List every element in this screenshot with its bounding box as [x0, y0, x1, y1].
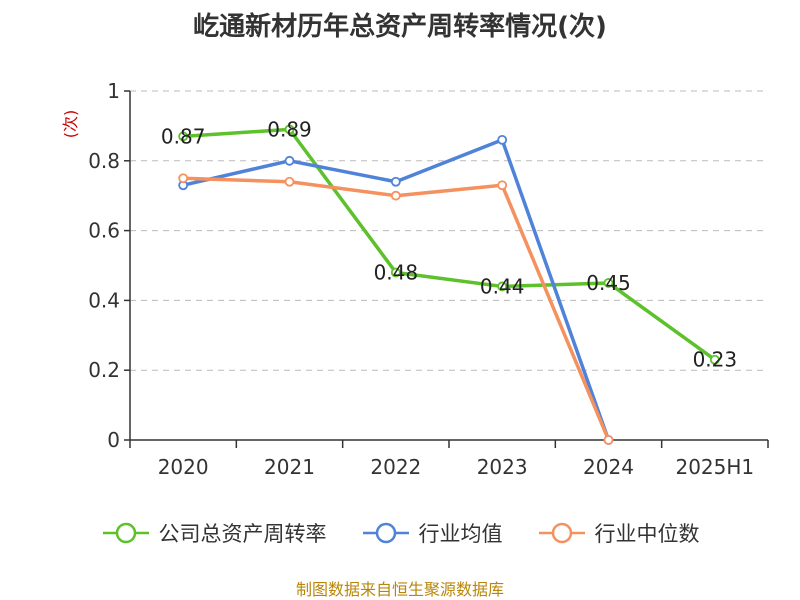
- data-point: [497, 281, 508, 292]
- axes: 0 0.2 0.4 0.6 0.8 1 2020 2021 2022 2023 2024 2025H1: [88, 79, 769, 479]
- legend-label: 行业中位数: [594, 522, 700, 546]
- y-axis-label: (次): [61, 110, 80, 139]
- data-label: 0.44: [480, 274, 525, 298]
- x-tick-label: 2020: [158, 455, 209, 479]
- data-labels: 0.87 0.89 0.48 0.44 0.45 0.23: [161, 117, 737, 371]
- data-point: [390, 190, 401, 201]
- data-point: [284, 176, 295, 187]
- chart-title: 屹通新材历年总资产周转率情况(次): [193, 12, 607, 42]
- y-tick-label: 1: [107, 79, 120, 103]
- legend: 公司总资产周转率 行业均值 行业中位数: [0, 518, 800, 548]
- legend-label: 行业均值: [418, 522, 503, 546]
- data-label: 0.48: [374, 260, 419, 284]
- x-tick-label: 2023: [477, 455, 528, 479]
- data-label: 0.89: [267, 117, 312, 141]
- data-point: [709, 354, 720, 365]
- y-tick-label: 0.2: [88, 358, 120, 382]
- legend-marker-icon: [362, 522, 409, 544]
- series-line: [183, 176, 611, 441]
- x-tick-label: 2021: [264, 455, 315, 479]
- legend-label: 公司总资产周转率: [158, 522, 327, 546]
- data-label: 0.23: [693, 348, 738, 372]
- legend-marker-icon: [102, 522, 149, 544]
- x-tick-label: 2022: [370, 455, 421, 479]
- data-point: [178, 131, 189, 142]
- data-point: [497, 134, 508, 145]
- line-chart: 0 0.2 0.4 0.6 0.8 1 2020 2021 2022 2023 2024 2025H1…: [61, 79, 769, 479]
- series-line: [183, 127, 716, 362]
- series: [178, 124, 720, 445]
- x-tick-label: 2024: [583, 455, 634, 479]
- y-tick-label: 0.6: [88, 219, 120, 243]
- y-tick-label: 0: [107, 428, 120, 452]
- source-note: 制图数据来自恒生聚源数据库: [295, 580, 504, 599]
- data-label: 0.87: [161, 124, 206, 148]
- data-point: [603, 435, 614, 445]
- y-tick-label: 0.4: [88, 288, 120, 312]
- legend-item[interactable]: 公司总资产周转率: [101, 518, 327, 548]
- data-label: 0.45: [586, 271, 631, 295]
- data-point: [390, 267, 401, 278]
- data-point: [390, 176, 401, 187]
- legend-item[interactable]: 行业均值: [361, 518, 503, 548]
- data-point: [284, 124, 295, 135]
- legend-item[interactable]: 行业中位数: [537, 518, 700, 548]
- legend-marker-icon: [538, 522, 585, 544]
- x-tick-label: 2025H1: [675, 455, 754, 479]
- data-point: [178, 173, 189, 184]
- data-point: [497, 180, 508, 191]
- y-tick-label: 0.8: [88, 149, 120, 173]
- data-point: [284, 155, 295, 166]
- data-point: [603, 278, 614, 288]
